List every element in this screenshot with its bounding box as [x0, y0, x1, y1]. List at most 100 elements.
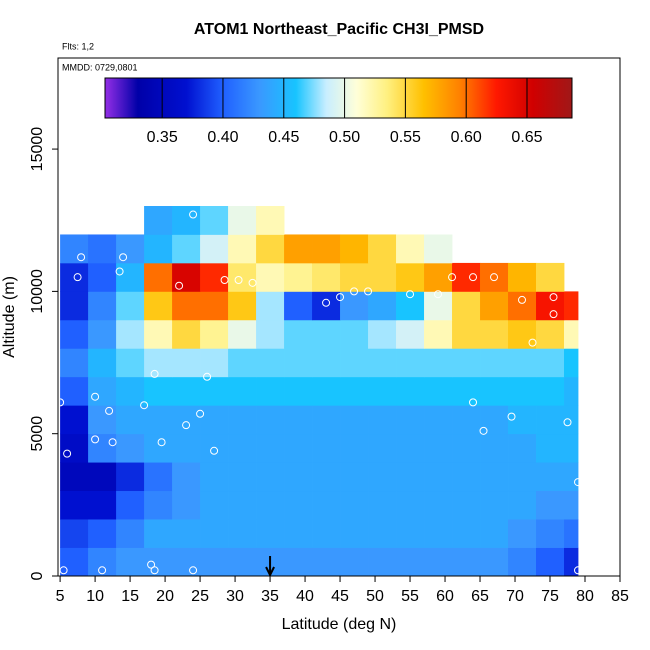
heat-cell [536, 433, 565, 463]
heat-cell [228, 376, 257, 406]
heat-cell [396, 348, 425, 378]
heat-cell [452, 319, 481, 349]
heat-cell [480, 547, 509, 577]
heat-cell [88, 405, 117, 435]
heat-cell [172, 547, 201, 577]
heat-cell [368, 405, 397, 435]
heat-cell [256, 376, 285, 406]
observation-point [175, 281, 184, 290]
heat-cell [200, 291, 229, 321]
heat-cell [256, 490, 285, 520]
heat-cell [536, 519, 565, 548]
heat-cell [60, 547, 89, 577]
observation-point [220, 276, 229, 284]
observation-point [518, 295, 527, 304]
heat-cell [396, 405, 425, 435]
heat-cell [60, 376, 89, 406]
heat-cell [200, 405, 229, 435]
heat-cell [508, 433, 537, 463]
heat-cell [228, 206, 257, 235]
heat-cell [116, 405, 145, 435]
heat-cell [340, 519, 369, 548]
heat-cell [228, 490, 257, 520]
heat-cell [144, 206, 173, 235]
heat-cell [284, 433, 313, 463]
heat-cell [256, 262, 285, 292]
observation-point [77, 253, 86, 262]
x-tick-label: 10 [86, 588, 104, 605]
x-tick-label: 60 [436, 588, 454, 605]
x-tick-label: 65 [471, 588, 489, 605]
heat-cell [508, 376, 537, 406]
heat-cell [116, 462, 145, 492]
heat-cell [284, 262, 313, 292]
heat-cell [256, 433, 285, 463]
observation-point [150, 369, 159, 378]
heat-cell [228, 547, 257, 577]
heat-cell [564, 376, 579, 406]
x-tick-label: 50 [366, 588, 384, 605]
observation-point [248, 278, 257, 287]
x-tick-label: 25 [191, 588, 209, 605]
heat-cell [116, 519, 145, 548]
heat-cell [228, 405, 257, 435]
heat-cell [312, 262, 341, 292]
heat-cell [508, 462, 537, 492]
heat-cell [172, 262, 201, 292]
arrow-head [265, 566, 275, 578]
chart-title: ATOM1 Northeast_Pacific CH3I_PMSD [194, 21, 484, 38]
heat-cell [424, 291, 453, 321]
heat-cell [144, 490, 173, 520]
heat-cell [172, 206, 201, 235]
heat-cell [116, 291, 145, 321]
colorbar-tick-label: 0.35 [147, 129, 178, 146]
observation-point [91, 392, 100, 401]
heat-cell [340, 376, 369, 406]
heat-cell [284, 519, 313, 548]
heat-cell [536, 319, 565, 349]
heat-cell [116, 319, 145, 349]
heat-cell [88, 319, 117, 349]
heat-cell [368, 376, 397, 406]
heat-cell [144, 348, 173, 378]
observation-point [196, 409, 205, 418]
heat-cell [172, 462, 201, 492]
observation-point [59, 566, 68, 575]
x-tick-label: 55 [401, 588, 419, 605]
observation-point [182, 421, 191, 430]
heat-cell [88, 348, 117, 378]
heat-cell [200, 348, 229, 378]
heat-cell [312, 234, 341, 264]
observation-point [479, 426, 488, 435]
heat-cell [284, 319, 313, 349]
observation-point [528, 338, 537, 347]
heat-cell [452, 262, 481, 292]
heat-cell [228, 291, 257, 321]
x-tick-label: 85 [611, 588, 629, 605]
heat-cell [60, 348, 89, 378]
observation-point [406, 290, 415, 299]
heat-cell [172, 291, 201, 321]
x-tick-label: 20 [156, 588, 174, 605]
heat-cell [60, 519, 89, 548]
heat-cell [256, 291, 285, 321]
observation-point [210, 446, 219, 455]
heat-cell [312, 547, 341, 577]
observation-point [98, 566, 107, 575]
heat-cell [228, 433, 257, 463]
heat-cell [564, 490, 579, 520]
observation-point [147, 560, 156, 569]
heat-cell [256, 519, 285, 548]
heat-cell [312, 348, 341, 378]
observation-point [91, 435, 100, 444]
heat-cell [424, 405, 453, 435]
heat-cell [564, 519, 579, 548]
heat-cell [396, 262, 425, 292]
heat-cell [340, 262, 369, 292]
heat-cell [480, 319, 509, 349]
heat-cell [368, 291, 397, 321]
heat-cell [564, 405, 579, 435]
x-tick-label: 70 [506, 588, 524, 605]
heat-cell [256, 234, 285, 264]
